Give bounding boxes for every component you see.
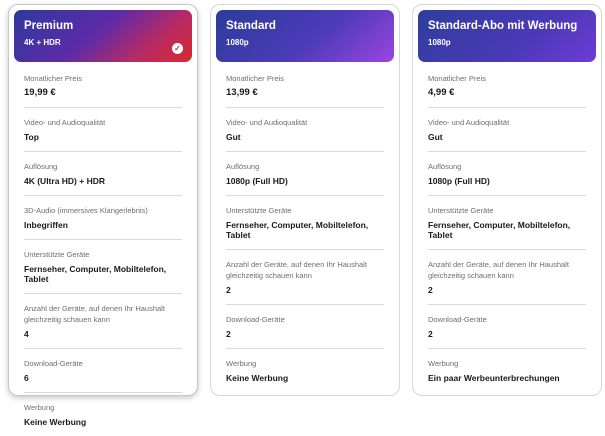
- attribute-resolution: Auflösung 4K (Ultra HD) + HDR: [24, 161, 182, 196]
- attribute-simultaneous-streams: Anzahl der Geräte, auf denen Ihr Haushal…: [226, 259, 384, 305]
- attribute-label: Download-Geräte: [428, 315, 487, 324]
- attribute-resolution: Auflösung 1080p (Full HD): [226, 161, 384, 196]
- attribute-ads: Werbung Ein paar Werbeunterbrechungen: [428, 358, 586, 392]
- plan-card-premium[interactable]: Premium 4K + HDR ✓ Monatlicher Preis 19,…: [8, 4, 198, 427]
- attribute-value: Ein paar Werbeunterbrechungen: [428, 373, 560, 383]
- attribute-value: 2: [226, 285, 231, 295]
- attribute-label: Download-Geräte: [226, 315, 285, 324]
- attribute-label: Werbung: [226, 359, 257, 368]
- attribute-label: Auflösung: [24, 162, 58, 171]
- attribute-quality: Video- und Audioqualität Gut: [428, 117, 586, 152]
- attribute-price: Monatlicher Preis 13,99 €: [226, 73, 384, 108]
- plan-attributes: Monatlicher Preis 13,99 € Video- und Aud…: [216, 73, 394, 392]
- attribute-label: Unterstützte Geräte: [428, 206, 494, 215]
- attribute-ads: Werbung Keine Werbung: [226, 358, 384, 392]
- check-circle-icon: ✓: [172, 43, 183, 54]
- attribute-ads: Werbung Keine Werbung: [24, 402, 182, 436]
- attribute-label: Monatlicher Preis: [24, 74, 82, 83]
- plan-resolution: 4K + HDR: [24, 38, 61, 47]
- attribute-label: Download-Geräte: [24, 359, 83, 368]
- attribute-label: Video- und Audioqualität: [226, 118, 308, 127]
- attribute-devices: Unterstützte Geräte Fernseher, Computer,…: [226, 205, 384, 250]
- attribute-value: 4: [24, 329, 29, 339]
- attribute-value: Keine Werbung: [226, 373, 289, 383]
- attribute-value: Fernseher, Computer, Mobiltelefon, Table…: [428, 220, 571, 240]
- attribute-label: Monatlicher Preis: [428, 74, 486, 83]
- attribute-simultaneous-streams: Anzahl der Geräte, auf denen Ihr Haushal…: [428, 259, 586, 305]
- plan-selector: Premium 4K + HDR ✓ Monatlicher Preis 19,…: [8, 4, 602, 427]
- attribute-value: Gut: [428, 132, 443, 142]
- plan-header-standard[interactable]: Standard 1080p: [216, 10, 394, 62]
- attribute-label: 3D-Audio (immersives Klangerlebnis): [24, 206, 148, 215]
- plan-header-premium[interactable]: Premium 4K + HDR ✓: [14, 10, 192, 62]
- attribute-value: Top: [24, 132, 39, 142]
- attribute-value: 13,99 €: [226, 87, 258, 98]
- attribute-label: Unterstützte Geräte: [226, 206, 292, 215]
- plan-card-standard-with-ads[interactable]: Standard-Abo mit Werbung 1080p Monatlich…: [412, 4, 602, 396]
- attribute-spatial-audio: 3D-Audio (immersives Klangerlebnis) Inbe…: [24, 205, 182, 240]
- attribute-simultaneous-streams: Anzahl der Geräte, auf denen Ihr Haushal…: [24, 303, 182, 349]
- attribute-label: Anzahl der Geräte, auf denen Ihr Haushal…: [24, 304, 165, 324]
- plan-name: Standard-Abo mit Werbung: [428, 20, 578, 32]
- attribute-value: Keine Werbung: [24, 417, 87, 427]
- attribute-price: Monatlicher Preis 19,99 €: [24, 73, 182, 108]
- attribute-devices: Unterstützte Geräte Fernseher, Computer,…: [24, 249, 182, 294]
- attribute-label: Auflösung: [226, 162, 260, 171]
- attribute-quality: Video- und Audioqualität Gut: [226, 117, 384, 152]
- attribute-devices: Unterstützte Geräte Fernseher, Computer,…: [428, 205, 586, 250]
- plan-card-standard[interactable]: Standard 1080p Monatlicher Preis 13,99 €…: [210, 4, 400, 396]
- plan-resolution: 1080p: [428, 38, 451, 47]
- attribute-label: Anzahl der Geräte, auf denen Ihr Haushal…: [428, 260, 569, 280]
- attribute-value: Fernseher, Computer, Mobiltelefon, Table…: [226, 220, 369, 240]
- attribute-label: Werbung: [428, 359, 459, 368]
- plan-name: Premium: [24, 20, 74, 32]
- attribute-value: 19,99 €: [24, 87, 56, 98]
- attribute-value: 4,99 €: [428, 87, 455, 98]
- attribute-value: 1080p (Full HD): [226, 176, 288, 186]
- attribute-label: Video- und Audioqualität: [24, 118, 106, 127]
- attribute-value: 2: [226, 329, 231, 339]
- plan-header-standard-with-ads[interactable]: Standard-Abo mit Werbung 1080p: [418, 10, 596, 62]
- attribute-label: Unterstützte Geräte: [24, 250, 90, 259]
- attribute-value: Gut: [226, 132, 241, 142]
- attribute-download-devices: Download-Geräte 6: [24, 358, 182, 393]
- attribute-value: Fernseher, Computer, Mobiltelefon, Table…: [24, 264, 167, 284]
- attribute-label: Monatlicher Preis: [226, 74, 284, 83]
- attribute-value: 2: [428, 285, 433, 295]
- attribute-value: 6: [24, 373, 29, 383]
- plan-resolution: 1080p: [226, 38, 249, 47]
- attribute-price: Monatlicher Preis 4,99 €: [428, 73, 586, 108]
- attribute-resolution: Auflösung 1080p (Full HD): [428, 161, 586, 196]
- attribute-value: 1080p (Full HD): [428, 176, 490, 186]
- plan-attributes: Monatlicher Preis 19,99 € Video- und Aud…: [14, 73, 192, 436]
- attribute-value: 2: [428, 329, 433, 339]
- attribute-label: Anzahl der Geräte, auf denen Ihr Haushal…: [226, 260, 367, 280]
- attribute-label: Werbung: [24, 403, 55, 412]
- attribute-value: 4K (Ultra HD) + HDR: [24, 176, 105, 186]
- attribute-value: Inbegriffen: [24, 220, 68, 230]
- attribute-download-devices: Download-Geräte 2: [428, 314, 586, 349]
- attribute-download-devices: Download-Geräte 2: [226, 314, 384, 349]
- plan-attributes: Monatlicher Preis 4,99 € Video- und Audi…: [418, 73, 596, 392]
- attribute-label: Video- und Audioqualität: [428, 118, 510, 127]
- attribute-label: Auflösung: [428, 162, 462, 171]
- plan-name: Standard: [226, 20, 276, 32]
- attribute-quality: Video- und Audioqualität Top: [24, 117, 182, 152]
